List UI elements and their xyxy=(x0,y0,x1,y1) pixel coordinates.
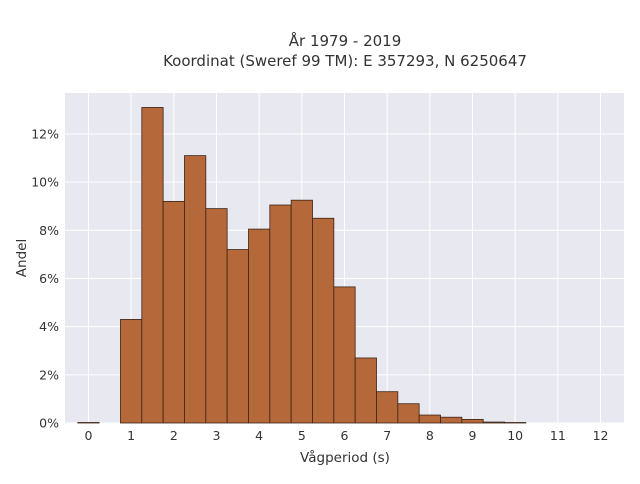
x-tick-label: 7 xyxy=(383,428,391,443)
x-tick-label: 0 xyxy=(84,428,92,443)
bar-17 xyxy=(462,419,483,423)
bar-8 xyxy=(270,205,291,423)
x-tick-label: 10 xyxy=(507,428,523,443)
bar-13 xyxy=(377,392,398,423)
y-tick-label: 4% xyxy=(39,319,59,334)
y-tick-label: 10% xyxy=(31,175,59,190)
bar-2 xyxy=(142,107,163,423)
x-tick-label: 3 xyxy=(213,428,221,443)
bar-3 xyxy=(163,201,184,423)
x-tick-label: 8 xyxy=(426,428,434,443)
bar-16 xyxy=(441,417,462,423)
bar-1 xyxy=(120,319,141,423)
bar-6 xyxy=(227,250,248,423)
x-tick-label: 2 xyxy=(170,428,178,443)
x-tick-label: 12 xyxy=(593,428,609,443)
x-axis-label: Vågperiod (s) xyxy=(300,449,390,466)
bar-9 xyxy=(291,200,312,423)
chart-title-line-1: År 1979 - 2019 xyxy=(289,31,402,50)
chart-title-line-2: Koordinat (Sweref 99 TM): E 357293, N 62… xyxy=(163,52,527,70)
bar-4 xyxy=(184,156,205,423)
bar-15 xyxy=(419,415,440,423)
bar-10 xyxy=(312,218,333,423)
x-tick-label: 1 xyxy=(127,428,135,443)
y-axis-label: Andel xyxy=(14,239,30,277)
bar-11 xyxy=(334,287,355,423)
y-tick-label: 12% xyxy=(31,126,59,141)
y-tick-label: 0% xyxy=(39,416,59,431)
x-tick-label: 11 xyxy=(550,428,566,443)
bar-14 xyxy=(398,404,419,423)
bar-18 xyxy=(483,422,504,423)
x-tick-label: 5 xyxy=(298,428,306,443)
x-tick-label: 4 xyxy=(255,428,263,443)
y-tick-label: 6% xyxy=(39,271,59,286)
bar-5 xyxy=(206,209,227,423)
x-tick-label: 6 xyxy=(341,428,349,443)
bar-12 xyxy=(355,358,376,423)
bar-7 xyxy=(248,229,269,423)
y-axis-ticks: 0% 2% 4% 6% 8% 10% 12% xyxy=(31,126,59,430)
y-tick-label: 8% xyxy=(39,223,59,238)
y-tick-label: 2% xyxy=(39,367,59,382)
x-tick-label: 9 xyxy=(469,428,477,443)
